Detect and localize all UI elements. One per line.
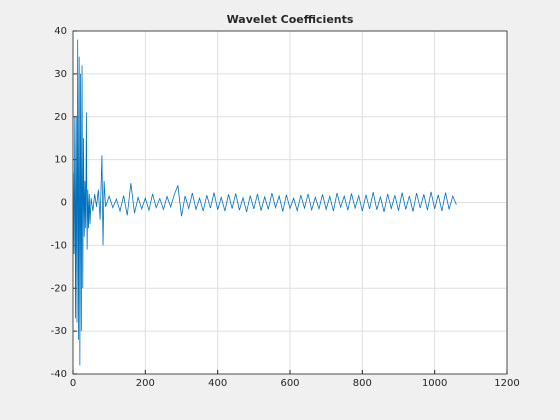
y-tick-label: 20: [54, 112, 67, 123]
axes-box: [72, 30, 508, 375]
chart-title: Wavelet Coefficients: [227, 13, 354, 26]
y-tick-label: 10: [54, 155, 67, 166]
x-tick-label: 1000: [422, 378, 447, 389]
y-tick-label: 30: [54, 69, 67, 80]
x-tick-label: 600: [280, 378, 299, 389]
x-tick-label: 1200: [494, 378, 519, 389]
x-tick-label: 400: [208, 378, 227, 389]
x-tick-label: 800: [353, 378, 372, 389]
data-line: [72, 39, 457, 366]
y-tick-label: 40: [54, 26, 67, 37]
x-tick-label: 200: [136, 378, 155, 389]
y-tick-label: -40: [51, 369, 67, 380]
x-tick-label: 0: [70, 378, 76, 389]
y-tick-label: -20: [51, 283, 67, 294]
y-tick-label: -30: [51, 326, 67, 337]
y-tick-label: 0: [61, 198, 67, 209]
y-tick-label: -10: [51, 240, 67, 251]
